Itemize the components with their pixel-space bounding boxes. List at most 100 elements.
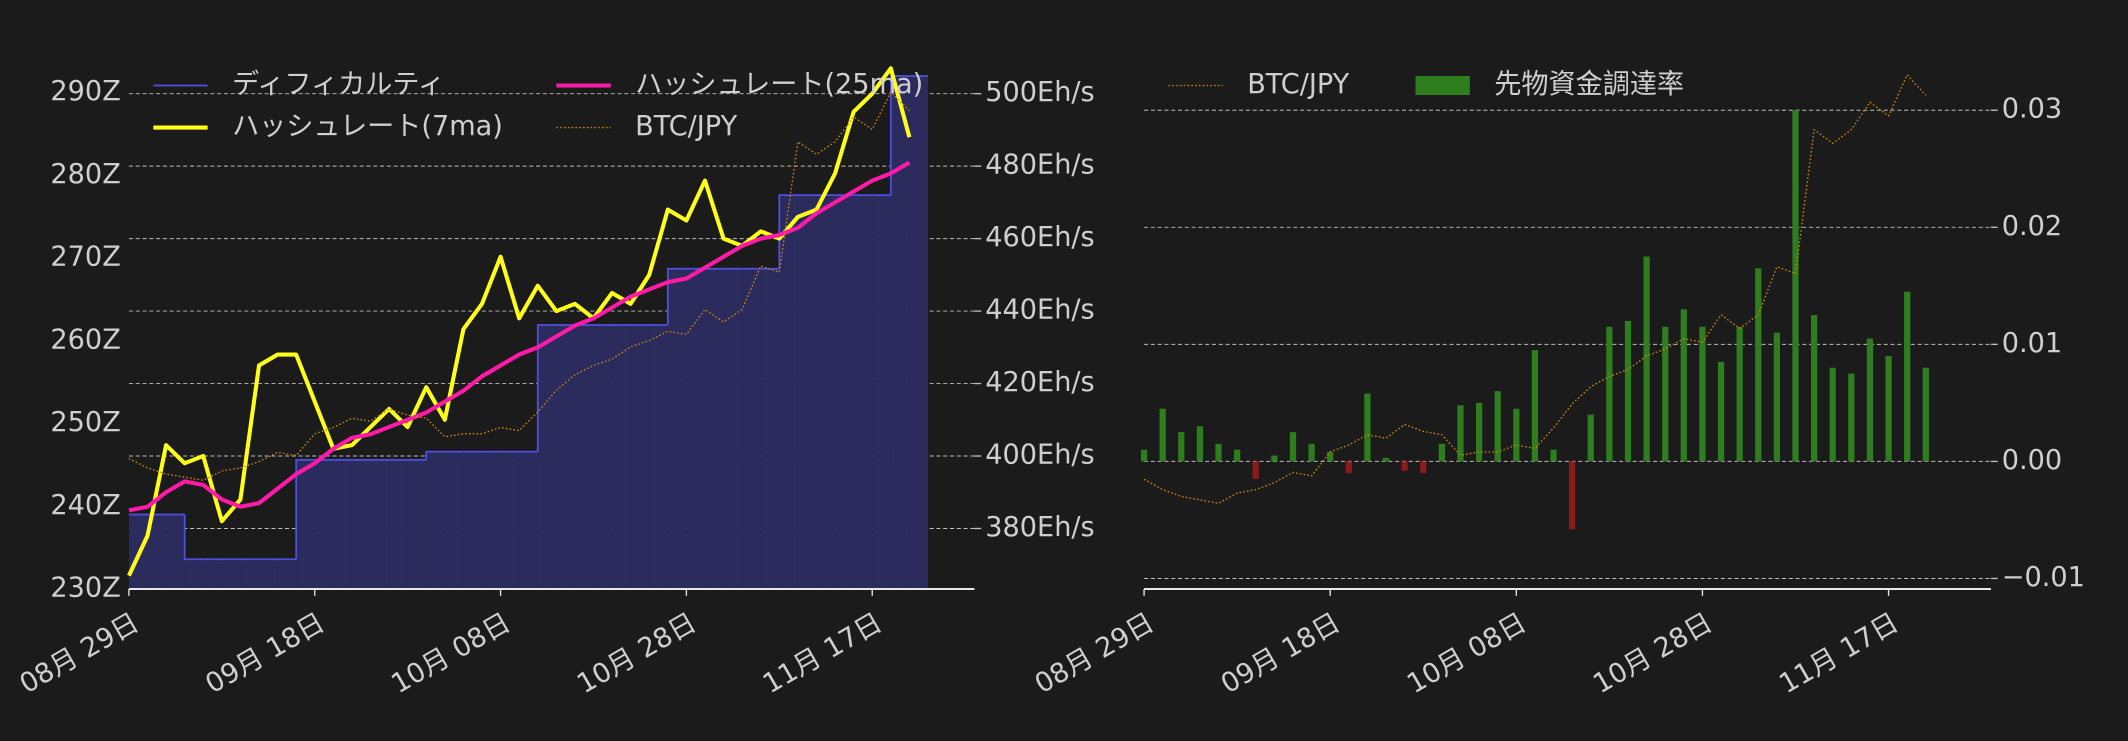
area-step <box>463 451 482 589</box>
step-line <box>295 459 315 560</box>
area-step <box>537 325 557 589</box>
bar <box>1475 402 1483 462</box>
area-step <box>203 559 222 589</box>
legend-label: 先物資金調達率 <box>1494 69 1684 100</box>
y-tick-label: −0.01 <box>2002 562 2085 593</box>
bar <box>1215 443 1222 462</box>
y-tick-label: 240Z <box>50 490 120 521</box>
bar <box>1234 449 1241 462</box>
area-step <box>723 268 743 589</box>
area-step <box>259 559 278 589</box>
area-step <box>612 325 631 589</box>
y-tick-label: 230Z <box>50 573 120 604</box>
area-step <box>593 325 613 589</box>
area-step <box>314 459 334 589</box>
bar <box>1643 256 1650 462</box>
bar <box>1866 338 1874 462</box>
area-step <box>872 195 891 589</box>
area-step <box>835 195 854 589</box>
bar <box>1624 320 1632 462</box>
y-tick-label: 0.03 <box>2002 94 2062 125</box>
area-step <box>221 559 241 589</box>
legend-swatch <box>1415 76 1470 95</box>
legend-label: BTC/JPY <box>1247 69 1349 100</box>
area-step <box>481 451 501 589</box>
bar <box>1178 432 1185 462</box>
bar <box>1699 326 1706 462</box>
area-step <box>686 268 705 589</box>
bar <box>1550 449 1557 462</box>
area-step <box>240 559 260 589</box>
y-tick-label: 0.01 <box>2002 328 2062 359</box>
bar <box>1848 373 1855 462</box>
step-line <box>666 267 687 326</box>
area-step <box>667 268 687 589</box>
legend-label: BTC/JPY <box>635 111 737 142</box>
bar <box>1494 391 1501 462</box>
bar <box>1271 455 1278 462</box>
y-tick-label: 380Eh/s <box>985 512 1094 543</box>
area-step <box>444 451 464 589</box>
series-line <box>128 160 911 513</box>
bar <box>1587 414 1594 462</box>
bar <box>1327 452 1334 462</box>
bar <box>1904 291 1911 462</box>
area-step <box>500 451 520 589</box>
bar <box>1401 461 1408 471</box>
y-tick-label: 480Eh/s <box>985 150 1094 181</box>
bar <box>1531 350 1539 462</box>
bar <box>1364 393 1371 462</box>
area-step <box>816 195 836 589</box>
area-step <box>704 268 724 589</box>
area-step <box>630 325 650 589</box>
bar <box>1773 332 1781 462</box>
area-step <box>853 195 873 589</box>
area-step <box>296 459 315 589</box>
area-step <box>797 195 817 589</box>
area-step <box>519 451 538 589</box>
area-step <box>147 514 167 589</box>
area-step <box>333 459 352 589</box>
area-step <box>166 514 185 589</box>
bar <box>1382 457 1390 462</box>
bar <box>1196 426 1204 462</box>
bar <box>1792 110 1799 462</box>
bar <box>1513 408 1520 462</box>
bar <box>1289 432 1297 462</box>
y-tick-label: 420Eh/s <box>985 367 1094 398</box>
area-step <box>556 325 575 589</box>
step-line <box>183 514 204 561</box>
bar <box>1680 309 1687 462</box>
y-tick-label: 0.00 <box>2002 445 2062 476</box>
y-tick-label: 440Eh/s <box>985 295 1094 326</box>
y-tick-label: 0.02 <box>2002 211 2062 242</box>
bar <box>1810 315 1818 462</box>
bar <box>1345 461 1352 474</box>
legend-label: ハッシュレート(25ma) <box>635 69 923 100</box>
y-tick-label: 280Z <box>50 159 120 190</box>
y-tick-label: 250Z <box>50 407 120 438</box>
bar <box>1736 326 1743 462</box>
y-tick-label: 260Z <box>50 324 120 355</box>
bar <box>1755 268 1762 462</box>
area-step <box>574 325 594 589</box>
area-step <box>426 451 445 589</box>
area-step <box>389 459 408 589</box>
area-step <box>890 75 910 590</box>
bar <box>1308 443 1315 462</box>
area-step <box>760 268 780 589</box>
y-tick-label: 400Eh/s <box>985 440 1094 471</box>
bar <box>1717 361 1725 462</box>
area-step <box>779 195 798 589</box>
bar <box>1606 326 1613 462</box>
bar <box>1159 408 1166 462</box>
step-line <box>778 194 798 269</box>
bar <box>1569 461 1576 530</box>
y-tick-label: 290Z <box>50 76 120 107</box>
y-tick-label: 500Eh/s <box>985 77 1094 108</box>
y-tick-label: 460Eh/s <box>985 222 1094 253</box>
bar <box>1885 356 1892 462</box>
bar <box>1922 367 1929 462</box>
